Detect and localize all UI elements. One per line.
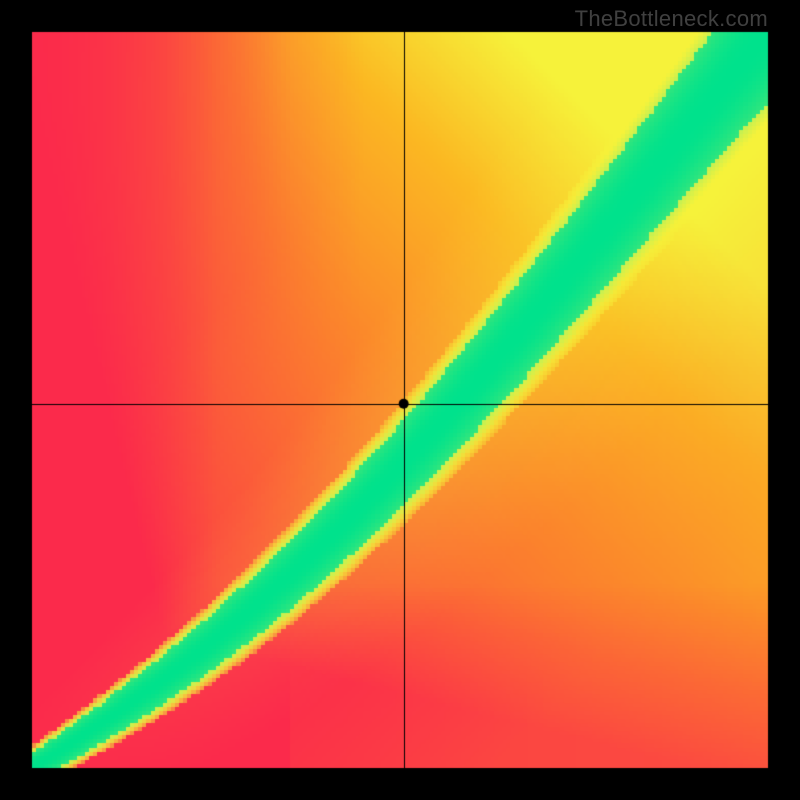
bottleneck-heatmap	[0, 0, 800, 800]
watermark-text: TheBottleneck.com	[575, 6, 768, 32]
